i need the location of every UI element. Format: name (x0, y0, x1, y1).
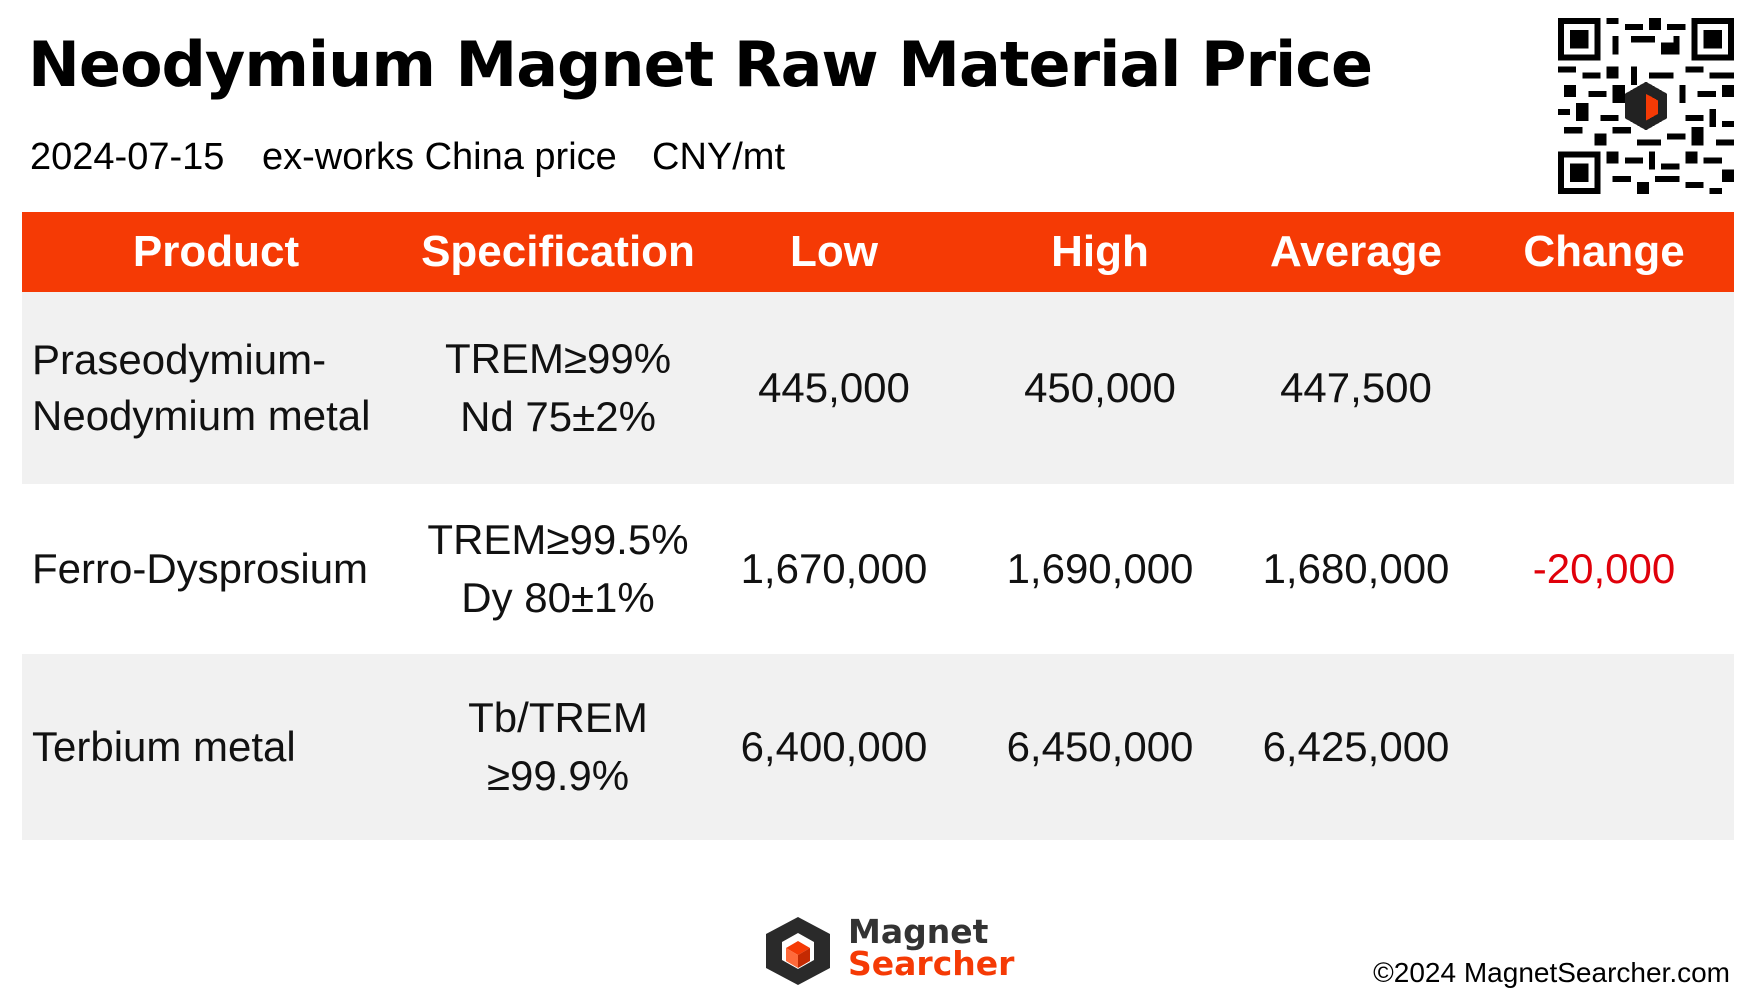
high-cell: 450,000 (1024, 364, 1176, 411)
product-line: Terbium metal (32, 723, 296, 770)
spec-line: Nd 75±2% (460, 393, 656, 440)
change-cell: -20,000 (1532, 545, 1676, 592)
page-title: Neodymium Magnet Raw Material Price (28, 28, 1373, 101)
price-date: 2024-07-15 (30, 136, 225, 178)
high-cell: 1,690,000 (1006, 545, 1194, 592)
qr-code-icon (1558, 18, 1734, 194)
table-row: Ferro-Dysprosium TREM≥99.5% Dy 80±1% 1,6… (22, 484, 1734, 654)
price-basis: ex-works China price (262, 136, 617, 178)
low-cell: 1,670,000 (740, 545, 928, 592)
specification-cell: TREM≥99% Nd 75±2% (410, 330, 706, 446)
average-cell: 447,500 (1280, 364, 1432, 411)
low-cell: 6,400,000 (740, 723, 928, 770)
spec-line: Tb/TREM (468, 694, 648, 741)
spec-line: ≥99.9% (486, 752, 630, 799)
price-unit: CNY/mt (652, 136, 785, 178)
column-header-product: Product (132, 227, 300, 276)
product-cell: Ferro-Dysprosium (22, 541, 410, 597)
column-header-low: Low (790, 227, 878, 276)
price-table: Product Specification Low High Average C… (22, 212, 1734, 840)
column-header-change: Change (1523, 227, 1685, 276)
copyright-text: ©2024 MagnetSearcher.com (1373, 957, 1730, 988)
product-cell: Praseodymium- Neodymium metal (22, 332, 410, 444)
table-row: Terbium metal Tb/TREM ≥99.9% 6,400,000 6… (22, 654, 1734, 840)
logo-text-magnet: Magnet (848, 912, 989, 951)
spec-line: TREM≥99.5% (427, 516, 689, 563)
product-line: Praseodymium- (32, 336, 327, 383)
table-header: Product Specification Low High Average C… (22, 212, 1734, 292)
product-cell: Terbium metal (22, 719, 410, 775)
low-cell: 445,000 (758, 364, 910, 411)
magnet-searcher-logo-icon (766, 917, 830, 985)
high-cell: 6,450,000 (1006, 723, 1194, 770)
product-line: Neodymium metal (32, 392, 371, 439)
table-row: Praseodymium- Neodymium metal TREM≥99% N… (22, 292, 1734, 484)
specification-cell: Tb/TREM ≥99.9% (410, 689, 706, 805)
column-header-high: High (1051, 227, 1149, 276)
spec-line: Dy 80±1% (461, 574, 655, 621)
logo-text-searcher: Searcher (848, 944, 1015, 983)
average-cell: 1,680,000 (1262, 545, 1450, 592)
column-header-average: Average (1269, 227, 1443, 276)
spec-line: TREM≥99% (444, 335, 672, 382)
average-cell: 6,425,000 (1262, 723, 1450, 770)
specification-cell: TREM≥99.5% Dy 80±1% (410, 511, 706, 627)
column-header-specification: Specification (421, 227, 695, 276)
product-line: Ferro-Dysprosium (32, 545, 369, 592)
